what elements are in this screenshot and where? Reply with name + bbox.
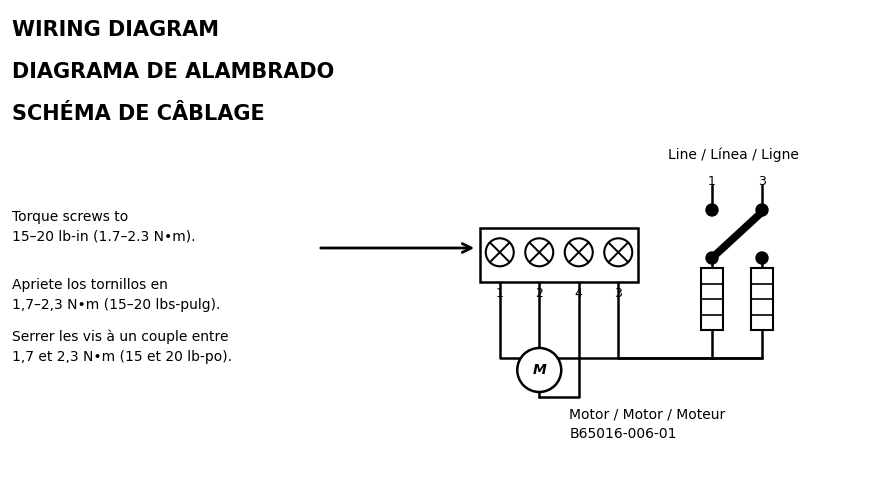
Circle shape (706, 252, 718, 264)
Text: SCHÉMA DE CÂBLAGE: SCHÉMA DE CÂBLAGE (12, 104, 265, 124)
Circle shape (565, 239, 593, 266)
Circle shape (756, 204, 768, 216)
Text: Motor / Motor / Moteur
B65016-006-01: Motor / Motor / Moteur B65016-006-01 (569, 408, 726, 442)
Circle shape (485, 239, 514, 266)
Text: M: M (532, 363, 546, 377)
Circle shape (518, 348, 561, 392)
Text: Torque screws to
15–20 lb-in (1.7–2.3 N•m).: Torque screws to 15–20 lb-in (1.7–2.3 N•… (12, 210, 196, 243)
Text: 3: 3 (758, 175, 766, 188)
Text: Line / Línea / Ligne: Line / Línea / Ligne (668, 148, 799, 163)
Bar (751, 268, 773, 330)
Text: 3: 3 (614, 287, 622, 300)
Circle shape (526, 239, 553, 266)
Bar (480, 228, 638, 282)
Text: 2: 2 (536, 287, 544, 300)
Text: 4: 4 (575, 287, 583, 300)
Circle shape (604, 239, 632, 266)
Circle shape (756, 252, 768, 264)
Text: WIRING DIAGRAM: WIRING DIAGRAM (12, 20, 219, 40)
Circle shape (706, 204, 718, 216)
Bar (701, 268, 723, 330)
Text: 1: 1 (496, 287, 503, 300)
Text: Serrer les vis à un couple entre
1,7 et 2,3 N•m (15 et 20 lb-po).: Serrer les vis à un couple entre 1,7 et … (12, 330, 232, 364)
Text: DIAGRAMA DE ALAMBRADO: DIAGRAMA DE ALAMBRADO (12, 62, 334, 82)
Text: Apriete los tornillos en
1,7–2,3 N•m (15–20 lbs-pulg).: Apriete los tornillos en 1,7–2,3 N•m (15… (12, 278, 221, 312)
Text: 1: 1 (708, 175, 716, 188)
